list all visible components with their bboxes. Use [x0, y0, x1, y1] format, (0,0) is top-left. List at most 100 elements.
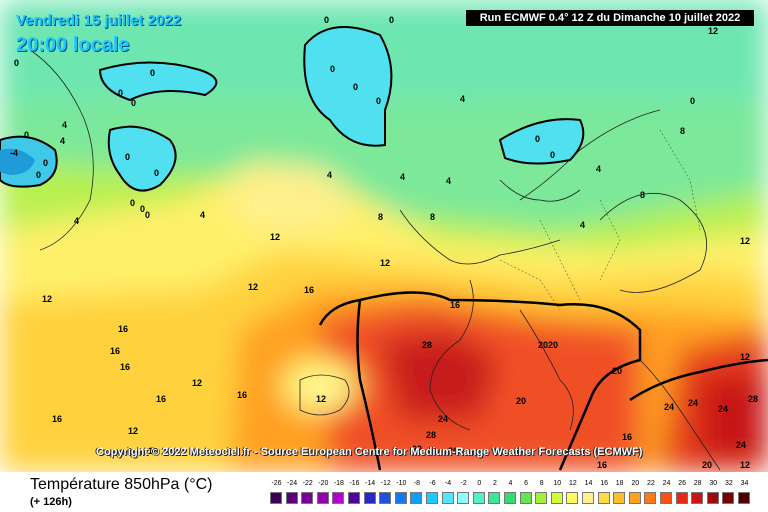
scale-tick-label: 24	[662, 480, 671, 487]
scale-color-swatch	[597, 492, 610, 504]
scale-tick-label: -8	[413, 480, 420, 487]
isotherm-label: 24	[664, 402, 675, 412]
isotherm-label: 12	[740, 352, 751, 362]
model-run-banner: Run ECMWF 0.4° 12 Z du Dimanche 10 juill…	[466, 10, 754, 26]
isotherm-label: 28	[422, 340, 433, 350]
isotherm-label: 0	[36, 170, 42, 180]
scale-color-swatch	[426, 492, 438, 504]
scale-color-swatch	[582, 492, 594, 504]
isotherm-label: 20	[412, 444, 423, 454]
isotherm-label: 12	[316, 394, 327, 404]
scale-tick-label: 30	[709, 480, 718, 487]
scale-color-swatch	[722, 492, 735, 504]
legend-title: Température 850hPa (°C)	[30, 476, 213, 493]
scale-tick-label: -14	[365, 480, 376, 487]
isotherm-label: 0	[376, 96, 382, 106]
scale-tick-label: -10	[396, 480, 407, 487]
isotherm-label: 0	[389, 15, 395, 25]
scale-color-swatch	[410, 492, 423, 504]
scale-color-swatch	[628, 492, 641, 504]
isotherm-label: 8	[680, 126, 686, 136]
temperature-map: 0 0 0 0 0 0 0 0 0 0 0 0 -4 0 0 0 0 0 0 0…	[0, 0, 768, 472]
scale-tick-label: 34	[740, 480, 749, 487]
scale-color-swatch	[488, 492, 501, 504]
scale-tick-label: -2	[460, 480, 467, 487]
isotherm-label: 28	[748, 394, 759, 404]
isotherm-label: 12	[248, 282, 259, 292]
isotherm-label: 20	[538, 340, 549, 350]
isotherm-label: 0	[131, 98, 137, 108]
isotherm-label: 4	[580, 220, 586, 230]
scale-tick-label: 16	[600, 480, 608, 487]
scale-tick-label: 22	[646, 480, 655, 487]
isotherm-label: 16	[120, 362, 131, 372]
isotherm-label: 0	[125, 152, 131, 162]
scale-color-swatch	[675, 492, 688, 504]
isotherm-label: 12	[128, 426, 139, 436]
isotherm-label: 16	[304, 285, 315, 295]
legend-footer: Température 850hPa (°C) (+ 126h) -26 -24-…	[0, 472, 768, 512]
scale-tick-label: -12	[380, 480, 391, 487]
isotherm-label: 24	[688, 398, 699, 408]
scale-color-swatch	[379, 492, 392, 504]
scale-color-swatch	[644, 492, 657, 504]
isotherm-label: 0	[353, 82, 359, 92]
forecast-lead-time: (+ 126h)	[30, 496, 72, 508]
scale-color-swatch	[348, 492, 360, 504]
scale-color-swatch	[363, 492, 376, 504]
isotherm-label: 8	[430, 212, 436, 222]
scale-tick-label: 32	[724, 480, 733, 487]
scale-color-swatch	[660, 492, 672, 504]
isotherm-label: 12	[192, 378, 203, 388]
isotherm-label: 0	[118, 88, 124, 98]
isotherm-label: 0	[550, 150, 556, 160]
isotherm-label: 4	[446, 176, 452, 186]
scale-color-swatch	[394, 492, 407, 504]
isotherm-28	[318, 291, 768, 471]
scale-tick-label: 6	[524, 480, 529, 487]
isotherm-label: 0	[150, 68, 156, 78]
scale-tick-label: 8	[539, 480, 544, 487]
isotherm-label: 12	[740, 236, 751, 246]
isotherm-label: 8	[378, 212, 384, 222]
isotherm-label: 12	[380, 258, 391, 268]
scale-tick-label: 0	[477, 480, 482, 487]
forecast-time: 20:00 locale	[16, 34, 130, 56]
scale-tick-label: -6	[429, 480, 436, 487]
scale-tick-label: 12	[568, 480, 577, 487]
isotherm-label: 0	[130, 198, 136, 208]
scale-tick-label: -26	[271, 480, 282, 487]
scale-tick-label: 28	[693, 480, 702, 487]
isotherm-label: 24	[736, 440, 747, 450]
scale-tick-label: 26	[678, 480, 686, 487]
isotherm-label: 4	[327, 170, 333, 180]
isotherm-label: 0	[690, 96, 696, 106]
copyright-notice: Copyright © 2022 Meteociel.fr - Source E…	[96, 446, 643, 458]
isotherm-label: 4	[74, 216, 80, 226]
isotherm-label: 0	[43, 158, 49, 168]
isotherm-label: 0	[324, 15, 330, 25]
isotherm-label: 24	[718, 404, 729, 414]
isotherm-label: 16	[156, 394, 167, 404]
isotherm-label: 0	[145, 210, 151, 220]
isotherm-label: 0	[535, 134, 541, 144]
borders	[499, 129, 701, 311]
scale-color-swatch	[519, 492, 532, 504]
isotherm-label: 12	[740, 460, 751, 470]
scale-color-swatch	[504, 492, 516, 504]
scale-color-swatch	[285, 492, 298, 504]
scale-color-swatch	[566, 492, 579, 504]
scale-tick-label: -20	[318, 480, 329, 487]
isotherm-label: 28	[426, 430, 437, 440]
isotherm-label: 16	[622, 432, 633, 442]
isotherm-label: 8	[640, 190, 646, 200]
map-canvas	[0, 0, 768, 472]
scale-tick-label: 20	[631, 480, 640, 487]
isotherm-label: 4	[60, 136, 66, 146]
cold-patches	[0, 26, 585, 192]
scale-color-swatch	[706, 492, 719, 504]
isotherm-label: 20	[516, 396, 527, 406]
isotherm-label: 12	[270, 232, 281, 242]
scale-tick-label: 14	[584, 480, 593, 487]
isotherm-label: 0	[330, 64, 336, 74]
